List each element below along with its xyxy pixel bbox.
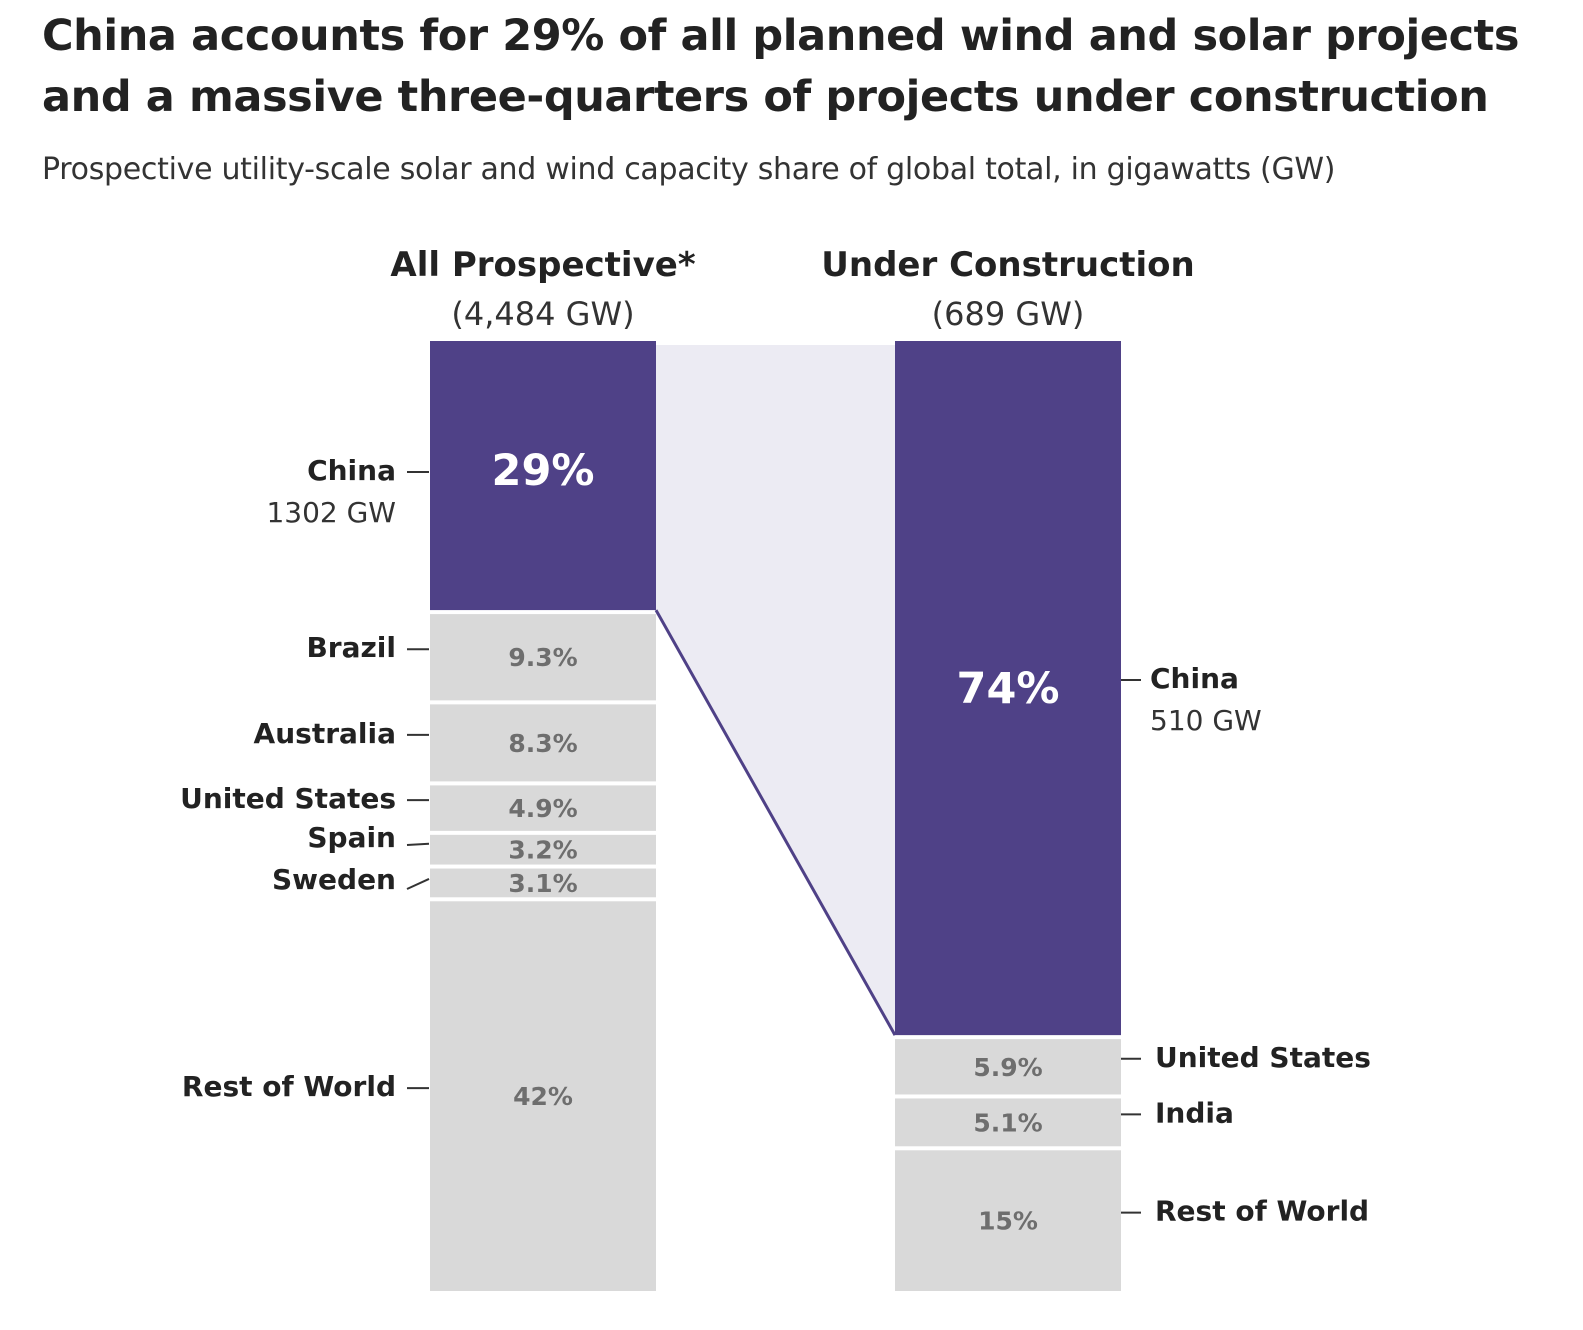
prospective-column-total: (4,484 GW) (451, 295, 634, 333)
chart-subtitle: Prospective utility-scale solar and wind… (42, 152, 1336, 187)
prospective-bar-china (430, 341, 656, 611)
prospective-value-label-united-states: 4.9% (508, 794, 577, 823)
construction-gw-label-china: 510 GW (1150, 704, 1262, 737)
prospective-category-label-spain: Spain (307, 821, 396, 854)
construction-bar-india (895, 1098, 1121, 1147)
prospective-value-label-australia: 8.3% (508, 729, 577, 758)
construction-bar-rest-of-world (895, 1150, 1121, 1291)
prospective-value-label-china: 29% (492, 446, 595, 496)
prospective-value-label-rest-of-world: 42% (513, 1082, 573, 1111)
prospective-value-label-brazil: 9.3% (508, 643, 577, 672)
prospective-bar-sweden (430, 868, 656, 898)
construction-bar-china (895, 341, 1121, 1036)
construction-category-label-india: India (1155, 1096, 1234, 1129)
prospective-value-label-sweden: 3.1% (508, 869, 577, 898)
prospective-bar-australia (430, 704, 656, 782)
prospective-column-title: All Prospective* (390, 245, 695, 285)
prospective-category-label-rest-of-world: Rest of World (182, 1070, 396, 1103)
prospective-category-label-china: China (307, 454, 396, 487)
construction-value-label-china: 74% (957, 664, 1060, 714)
prospective-bar-spain (430, 834, 656, 865)
construction-category-label-rest-of-world: Rest of World (1155, 1195, 1369, 1228)
chart-title: China accounts for 29% of all planned wi… (42, 11, 1520, 122)
prospective-bar-rest-of-world (430, 901, 656, 1291)
construction-value-label-rest-of-world: 15% (978, 1207, 1038, 1236)
prospective-leader-spain (406, 842, 430, 846)
prospective-value-label-spain: 3.2% (508, 836, 577, 865)
prospective-bar-brazil (430, 614, 656, 701)
prospective-category-label-united-states: United States (180, 782, 396, 815)
construction-value-label-india: 5.1% (973, 1108, 1042, 1137)
construction-bar-united-states (895, 1039, 1121, 1095)
connector-line (654, 609, 897, 1036)
prospective-leader-sweden (406, 878, 430, 890)
construction-category-label-united-states: United States (1155, 1041, 1371, 1074)
connector-band (656, 345, 895, 1036)
construction-value-label-united-states: 5.9% (973, 1053, 1042, 1082)
construction-column-total: (689 GW) (932, 295, 1085, 333)
prospective-category-label-sweden: Sweden (272, 863, 396, 896)
prospective-category-label-australia: Australia (254, 717, 396, 750)
construction-column-title: Under Construction (821, 245, 1194, 285)
prospective-bar-united-states (430, 785, 656, 831)
construction-category-label-china: China (1150, 662, 1239, 695)
prospective-gw-label-china: 1302 GW (266, 496, 396, 529)
prospective-category-label-brazil: Brazil (306, 631, 396, 664)
